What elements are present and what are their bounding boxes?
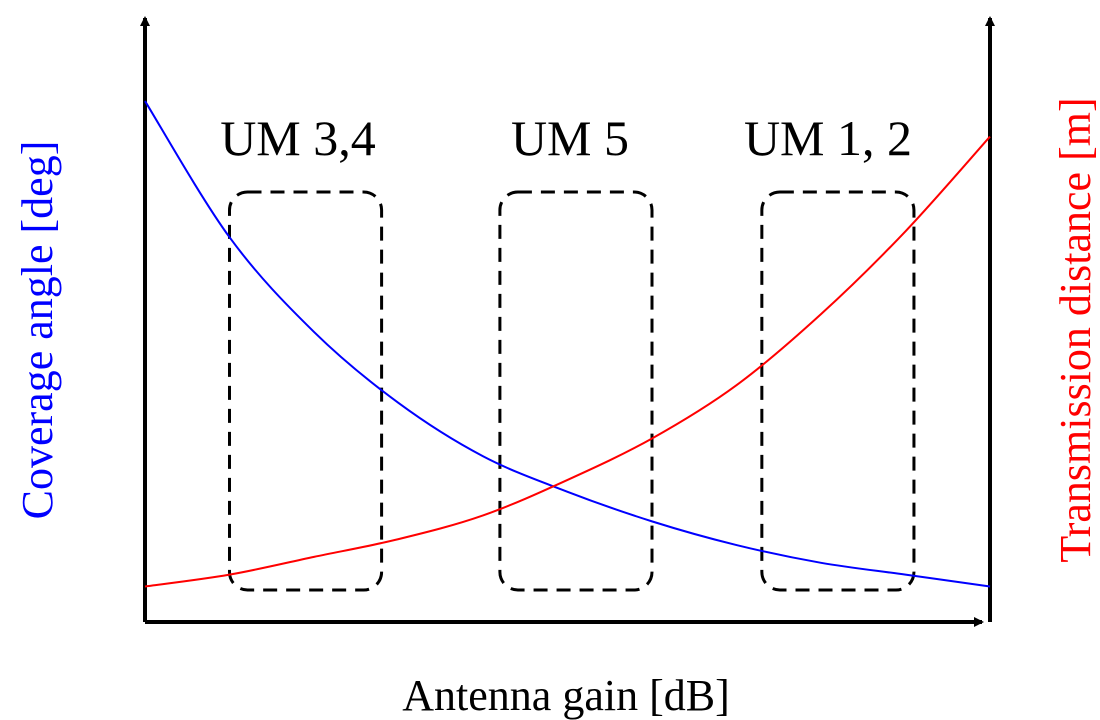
- right-y-axis-title: Transmission distance [m]: [1051, 97, 1100, 562]
- left-y-axis-title: Coverage angle [deg]: [13, 141, 62, 520]
- region-label-um-5: UM 5: [511, 110, 629, 166]
- region-box-2: [760, 190, 916, 592]
- region-box-0: [228, 190, 384, 592]
- region-label-um-1-2: UM 1, 2: [744, 110, 912, 166]
- series-layer: [144, 100, 991, 588]
- series-line-left: [144, 100, 991, 588]
- x-axis-title: Antenna gain [dB]: [402, 671, 729, 720]
- series-line-right: [144, 135, 991, 588]
- region-label-um-3-4: UM 3,4: [220, 110, 376, 166]
- um-regions: [228, 190, 916, 592]
- region-box-1: [498, 190, 654, 592]
